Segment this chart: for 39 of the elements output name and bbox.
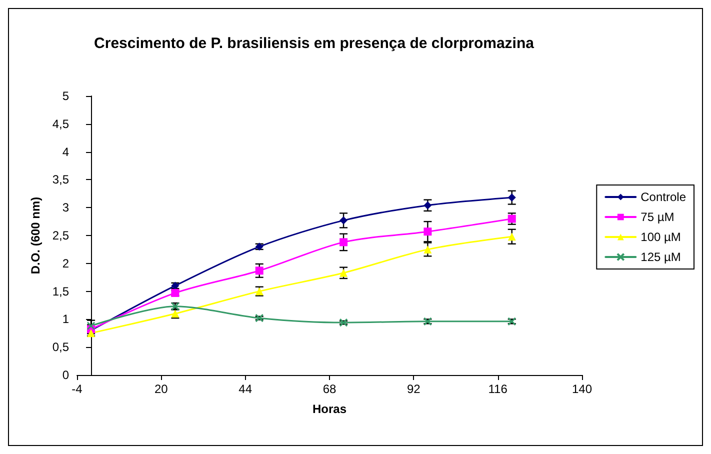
point [340, 268, 348, 277]
y-tick-label: 0,5 [52, 340, 70, 354]
point [340, 238, 348, 246]
legend-label: Controle [640, 190, 686, 204]
legend-label: 125 µM [640, 250, 681, 264]
y-tick-label: 3 [62, 200, 70, 215]
point [424, 245, 432, 254]
y-tick-label: 5 [62, 89, 70, 103]
point [508, 194, 516, 202]
x-tick-label: 20 [154, 382, 168, 396]
y-tick-label: 1,5 [52, 284, 70, 298]
chart-title: Crescimento de P. brasiliensis em presença de clorpromazina [94, 35, 535, 52]
point [340, 216, 348, 224]
point [87, 329, 96, 338]
y-tick-label: 3,5 [52, 172, 70, 187]
point [424, 201, 432, 210]
point [86, 322, 96, 330]
point [508, 214, 516, 223]
y-axis-title: D.O. (600 nm) [28, 196, 42, 274]
x-tick-label: 44 [238, 382, 252, 396]
y-tick-label: 2 [62, 256, 70, 270]
point [424, 228, 432, 236]
x-axis-title: Horas [312, 402, 347, 416]
x-tick-label: 140 [572, 382, 592, 396]
y-tick-label: 2,5 [52, 228, 70, 242]
point [255, 266, 264, 275]
y-tick-label: 1 [62, 312, 70, 326]
legend-label: 75 µM [640, 210, 674, 224]
x-tick-label: -4 [72, 382, 83, 396]
point [255, 314, 264, 322]
x-tick-label: 116 [488, 382, 508, 396]
point [508, 232, 516, 241]
y-tick-label: 0 [62, 368, 70, 382]
legend-label: 100 µM [640, 230, 681, 244]
y-tick-label: 4,5 [52, 116, 70, 131]
x-tick-label: 92 [406, 382, 421, 396]
x-tick-label: 68 [322, 382, 336, 396]
y-tick-label: 4 [62, 144, 70, 159]
point [339, 318, 348, 327]
